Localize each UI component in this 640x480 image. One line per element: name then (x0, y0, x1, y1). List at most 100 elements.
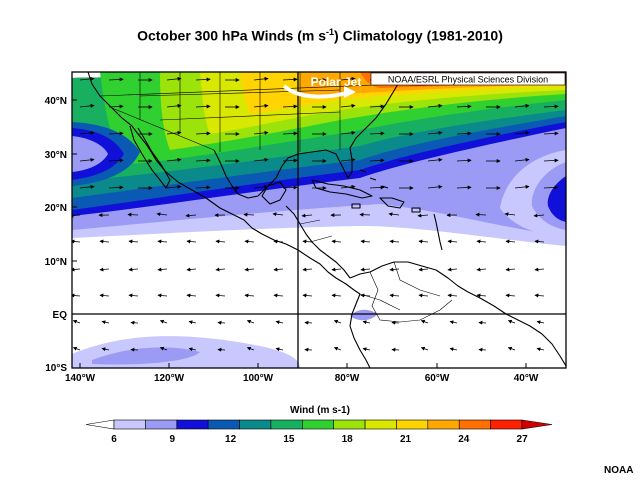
wind-vector (362, 347, 371, 352)
colorbar (85, 419, 553, 430)
colorbar-over-triangle (521, 419, 553, 430)
wind-vector (447, 293, 458, 298)
wind-vector (159, 319, 168, 324)
colorbar-swatch (239, 419, 272, 430)
wind-vector (79, 130, 95, 135)
wind-vector (166, 103, 182, 108)
wind-vector (72, 213, 81, 218)
wind-vector (79, 76, 95, 81)
wind-vector (302, 239, 313, 244)
colorbar-labels: 6 9 12 15 18 21 24 27 (111, 434, 528, 445)
wind-vector (427, 184, 443, 189)
wind-vector (418, 293, 429, 298)
inset-label: NOAA/ESRL Physical Sciences Division (388, 75, 548, 85)
wind-vector (244, 293, 255, 298)
lon-tick-100w: 100°W (243, 373, 274, 384)
wind-vector (543, 158, 559, 163)
wind-vector (79, 184, 95, 189)
wind-vector (157, 239, 168, 244)
wind-vector (108, 158, 124, 163)
wind-vector (253, 76, 269, 81)
wind-vector (427, 103, 443, 108)
wind-vector (215, 293, 226, 298)
wind-vector (514, 184, 530, 189)
lon-tick-140w: 140°W (65, 373, 96, 384)
polar-jet-label: Polar Jet (311, 75, 362, 89)
wind-vector (72, 346, 81, 351)
colorbar-tick-label: 24 (458, 434, 470, 445)
wind-vector (476, 267, 487, 272)
credit-label: NOAA (604, 465, 634, 476)
wind-vector (543, 185, 559, 190)
wind-vector (186, 239, 197, 244)
wind-vector (333, 346, 342, 351)
wind-vector (243, 212, 255, 217)
wind-vector (253, 184, 269, 189)
colorbar-swatch (458, 419, 491, 430)
colorbar-tick-label: 18 (342, 434, 354, 445)
wind-vector (302, 293, 313, 298)
wind-vector (128, 267, 139, 272)
colorbar-tick-label: 27 (517, 434, 529, 445)
wind-vector (79, 103, 95, 108)
colorbar-tick-label: 21 (400, 434, 412, 445)
lat-tick-10n: 10°N (45, 257, 67, 268)
wind-vector (253, 103, 269, 108)
wind-vector (447, 267, 458, 272)
wind-vector (369, 131, 385, 136)
colorbar-swatch (427, 419, 460, 430)
wind-vector (166, 184, 182, 189)
wind-vector (536, 320, 545, 325)
wind-vector (362, 320, 371, 325)
wind-vector (389, 239, 400, 244)
wind-vector (514, 103, 530, 108)
wind-vector (456, 104, 472, 109)
wind-vector (273, 267, 284, 272)
wind-vector (475, 212, 487, 217)
wind-vector (282, 104, 298, 109)
wind-vector (108, 77, 124, 82)
colorbar-swatch (176, 419, 209, 430)
wind-vector (388, 212, 400, 217)
lon-tick-120w: 120°W (154, 373, 185, 384)
wind-vector (449, 347, 458, 352)
wind-vector (449, 320, 458, 325)
inset-label-box (370, 72, 566, 86)
colorbar-tick-label: 15 (283, 434, 295, 445)
lon-tick-80w: 80°W (335, 373, 360, 384)
colorbar-swatch (145, 419, 178, 430)
wind-vector (215, 239, 226, 244)
wind-vector (246, 346, 255, 351)
wind-vector (418, 239, 429, 244)
wind-vector (253, 130, 269, 135)
wind-vector (505, 267, 516, 272)
lat-tick-40n: 40°N (45, 96, 67, 107)
wind-vector (156, 212, 168, 217)
wind-vector (195, 185, 211, 190)
wind-vector (389, 293, 400, 298)
wind-vector (272, 212, 284, 217)
wind-vector (420, 346, 429, 351)
wind-vector (99, 293, 110, 298)
wind-vector (157, 293, 168, 298)
wind-vector (72, 319, 81, 324)
wind-vector (534, 239, 545, 244)
wind-vector (166, 130, 182, 135)
wind-vector (543, 131, 559, 136)
wind-vector (128, 293, 139, 298)
wind-vector (166, 157, 182, 162)
wind-vector (215, 267, 226, 272)
wind-vector (369, 185, 385, 190)
wind-vector (507, 346, 516, 351)
wind-vector (108, 104, 124, 109)
lat-tick-20n: 20°N (45, 203, 67, 214)
wind-vector (534, 267, 545, 272)
wind-vector (447, 239, 458, 244)
colorbar-swatch (270, 419, 303, 430)
wind-vector (331, 293, 342, 298)
wind-vector (166, 76, 182, 81)
wind-vector (456, 185, 472, 190)
wind-vector (418, 267, 429, 272)
wind-vector (282, 185, 298, 190)
